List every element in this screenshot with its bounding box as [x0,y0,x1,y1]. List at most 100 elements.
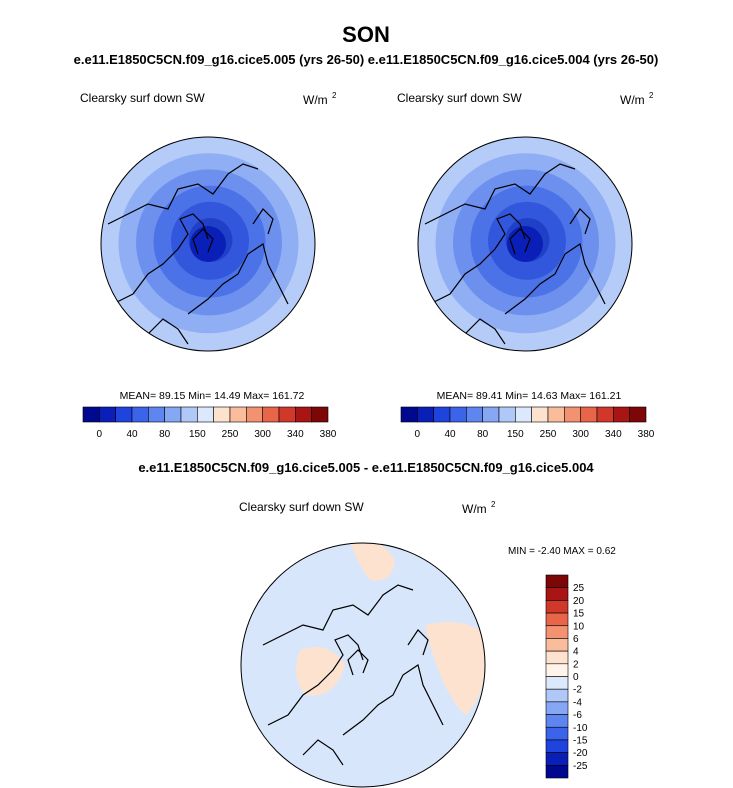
coastline [187,243,289,315]
coastline [302,739,344,766]
colorbar-box [545,638,569,652]
colorbar-label: 40 [444,429,456,440]
contour-band [241,543,485,787]
colorbar-box [545,600,569,614]
colorbar-box [545,574,569,588]
colorbar-box [400,406,418,423]
contour-band [507,226,543,262]
minmax: MIN = -2.40 MAX = 0.62 [508,546,616,557]
colorbar-box [545,663,569,677]
colorbar-label: 340 [605,429,622,440]
colorbar-label: 150 [507,429,524,440]
colorbar-label: 0 [97,429,103,440]
coastline [252,208,274,235]
colorbar-box [482,406,500,423]
polar-map [418,137,632,351]
colorbar-box [531,406,549,423]
colorbar-label: 2 [573,659,579,670]
coastline [407,629,429,656]
colorbar-label: 380 [320,429,337,440]
colorbar-label: -4 [573,697,582,708]
colorbar-label: 340 [287,429,304,440]
colorbar-label: 4 [573,647,579,658]
coastline [107,163,259,225]
units-sup: 2 [332,91,337,100]
colorbar-label: 6 [573,634,579,645]
coastline [569,208,591,235]
coastline [429,213,526,305]
colorbar-box [466,406,483,423]
colorbar-label: 0 [573,672,579,683]
colorbar-label: 80 [477,429,489,440]
colorbar-box [564,406,581,423]
colorbar-box [545,701,569,715]
colorbar-label: 150 [189,429,206,440]
colorbar-box [99,406,116,423]
units: W/m [620,93,645,107]
coastline [347,649,369,676]
colorbar-box [545,676,569,690]
coastline [509,228,531,255]
colorbar-box [246,406,263,423]
units: W/m [303,93,328,107]
colorbar-box [545,650,569,665]
contour-band [296,647,345,696]
colorbar-box [596,406,614,423]
contour-band [425,622,485,715]
contour-band [190,226,226,262]
coastline [342,664,444,736]
map-border [100,136,316,352]
colorbar-box [515,406,532,423]
colorbar-box [295,406,312,423]
coastline [147,318,189,345]
coastline [504,243,606,315]
coastline [424,163,576,225]
stats: MEAN= 89.15 Min= 14.49 Max= 161.72 [120,390,305,402]
map-border [417,136,633,352]
colorbar-box [547,406,565,423]
colorbar-box [545,612,569,627]
colorbar-box [545,688,569,703]
colorbar-box [148,406,165,423]
colorbar-box [433,406,451,423]
colorbar-box [229,406,247,423]
coastline [192,228,214,255]
panel-label: Clearsky surf down SW [239,500,364,514]
colorbar-box [131,406,149,423]
colorbar-box [613,406,630,423]
colorbar-label: 80 [159,429,171,440]
colorbar-label: 0 [415,429,421,440]
units-sup: 2 [649,91,654,100]
units: W/m [462,502,487,516]
colorbar-label: 380 [638,429,655,440]
colorbar-box [213,406,231,423]
colorbar-box [545,726,569,741]
colorbar-label: -6 [573,710,582,721]
colorbar-box [417,406,434,423]
colorbar-label: 20 [573,596,585,607]
contour-band [350,543,395,581]
coastline [112,213,209,305]
colorbar-box [545,625,569,639]
polar-map [241,543,485,787]
colorbar-label: -2 [573,685,582,696]
panel-label: Clearsky surf down SW [397,91,522,105]
colorbar-box [311,406,329,423]
panel-label: Clearsky surf down SW [80,91,205,105]
colorbar-box [449,406,467,423]
diff-title: e.e11.E1850C5CN.f09_g16.cice5.005 - e.e1… [138,460,594,475]
colorbar-box [545,765,569,779]
colorbar-label: -25 [573,761,588,772]
colorbar-box [545,752,569,766]
colorbar-label: 300 [254,429,271,440]
coastline [267,634,364,726]
colorbar-box [180,406,198,423]
colorbar-label: 10 [573,621,585,632]
colorbar-box [498,406,516,423]
colorbar-box [629,406,647,423]
colorbar-box [197,406,214,423]
stats: MEAN= 89.41 Min= 14.63 Max= 161.21 [437,390,622,402]
title: SON [342,22,390,47]
polar-map [101,137,315,351]
